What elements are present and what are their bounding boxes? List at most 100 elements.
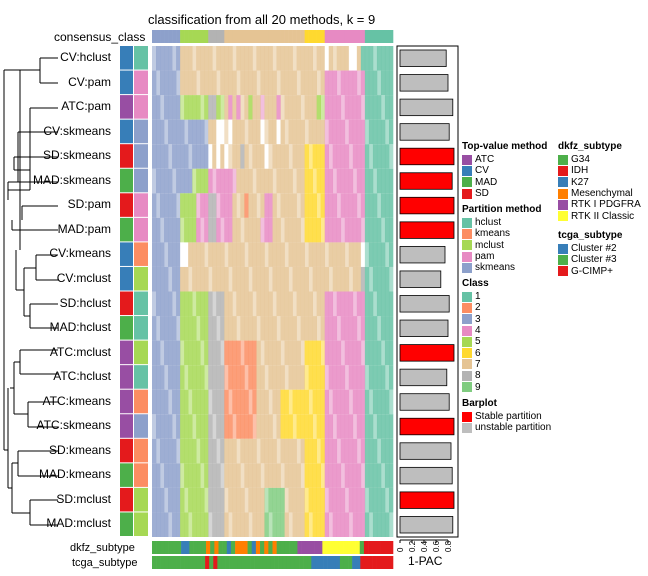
heatmap-cell xyxy=(288,217,293,243)
heatmap-cell xyxy=(328,266,334,292)
heatmap-cell xyxy=(372,389,378,415)
legend-label: unstable partition xyxy=(475,422,552,434)
heatmap-cell xyxy=(260,438,265,464)
heatmap-cell xyxy=(336,193,342,218)
heatmap-cell xyxy=(376,95,382,120)
heatmap-cell xyxy=(244,487,249,513)
heatmap-cell xyxy=(348,414,354,439)
heatmap-cell xyxy=(376,266,382,292)
tcga-cell xyxy=(205,556,210,569)
heatmap-cell xyxy=(324,46,330,71)
heatmap-cell xyxy=(360,266,366,292)
heatmap-cell xyxy=(292,365,297,390)
heatmap-cell xyxy=(288,291,293,317)
heatmap-cell xyxy=(340,70,346,96)
legend-label: 1 xyxy=(475,291,481,303)
heatmap-cell xyxy=(324,291,330,317)
heatmap-cell xyxy=(324,365,330,390)
heatmap-cell xyxy=(220,512,225,537)
heatmap-cell xyxy=(208,291,213,317)
heatmap-cell xyxy=(200,217,205,243)
heatmap-cell xyxy=(340,242,346,267)
dkfz-cell xyxy=(243,541,248,554)
heatmap-cell xyxy=(160,119,165,145)
heatmap-cell xyxy=(380,144,386,169)
heatmap-cell xyxy=(356,242,362,267)
dkfz-cell xyxy=(330,541,336,554)
heatmap-cell xyxy=(352,168,358,194)
heatmap-cell xyxy=(284,168,289,194)
heatmap-cell xyxy=(168,46,173,71)
heatmap-cell xyxy=(212,144,217,169)
dkfz-cell xyxy=(280,541,286,554)
dkfz-cell xyxy=(251,541,257,554)
partition-method-cell xyxy=(134,340,148,365)
heatmap-cell xyxy=(268,512,273,537)
dkfz-cell xyxy=(156,541,161,554)
legend-swatch xyxy=(462,291,472,302)
heatmap-cell xyxy=(248,389,253,415)
heatmap-cell xyxy=(228,487,233,513)
heatmap-cell xyxy=(220,168,225,194)
heatmap-cell xyxy=(384,389,390,415)
heatmap-cell xyxy=(272,389,277,415)
heatmap-cell xyxy=(256,512,261,537)
heatmap-cell xyxy=(360,119,366,145)
legend-swatch xyxy=(462,177,472,188)
heatmap-cell xyxy=(200,144,205,169)
heatmap-cell xyxy=(256,46,261,71)
heatmap-cell xyxy=(272,168,277,194)
heatmap-cell xyxy=(208,487,213,513)
heatmap-cell xyxy=(244,193,249,218)
heatmap-cell xyxy=(164,389,169,415)
legend-title: Class xyxy=(462,278,489,289)
heatmap-cell xyxy=(324,217,330,243)
heatmap-cell xyxy=(284,70,289,96)
heatmap-cell xyxy=(252,389,257,415)
heatmap-cell xyxy=(300,438,305,464)
heatmap-cell xyxy=(212,487,217,513)
heatmap-cell xyxy=(196,463,201,488)
heatmap-cell xyxy=(336,463,342,488)
heatmap-cell xyxy=(160,487,165,513)
heatmap-cell xyxy=(348,365,354,390)
heatmap-cell xyxy=(332,266,338,292)
heatmap-cell xyxy=(280,291,285,317)
heatmap-cell xyxy=(224,389,229,415)
heatmap-cell xyxy=(172,463,177,488)
heatmap-cell xyxy=(276,144,281,169)
legend-label: CV xyxy=(475,165,489,177)
heatmap-cell xyxy=(340,316,346,341)
heatmap-cell xyxy=(260,95,265,120)
heatmap-cell xyxy=(276,168,281,194)
heatmap-cell xyxy=(300,389,305,415)
heatmap-cell xyxy=(224,193,229,218)
consensus-cell xyxy=(152,30,157,43)
heatmap-cell xyxy=(204,463,209,488)
heatmap-cell xyxy=(312,316,317,341)
heatmap-cell xyxy=(244,365,249,390)
heatmap-cell xyxy=(364,242,370,267)
heatmap-cell xyxy=(260,242,265,267)
partition-method-cell xyxy=(134,266,148,291)
heatmap-cell xyxy=(320,365,326,390)
heatmap-cell xyxy=(176,46,181,71)
heatmap-cell xyxy=(380,414,386,439)
top-value-method-cell xyxy=(120,389,133,414)
partition-method-cell xyxy=(134,144,148,168)
legend-barplot: Barplot Stable partition unstable partitio… xyxy=(462,398,551,434)
heatmap-cell xyxy=(168,316,173,341)
heatmap-cell xyxy=(224,168,229,194)
heatmap-cell xyxy=(228,168,233,194)
heatmap-cell xyxy=(180,266,185,292)
heatmap-cell xyxy=(220,316,225,341)
heatmap-cell xyxy=(240,463,245,488)
top-value-method-cell xyxy=(120,70,133,95)
heatmap-cell xyxy=(152,291,157,317)
heatmap-cell xyxy=(368,389,374,415)
legend-item: pam xyxy=(462,251,541,262)
heatmap-cell xyxy=(384,95,390,120)
heatmap-cell xyxy=(212,193,217,218)
heatmap-cell xyxy=(192,414,197,439)
